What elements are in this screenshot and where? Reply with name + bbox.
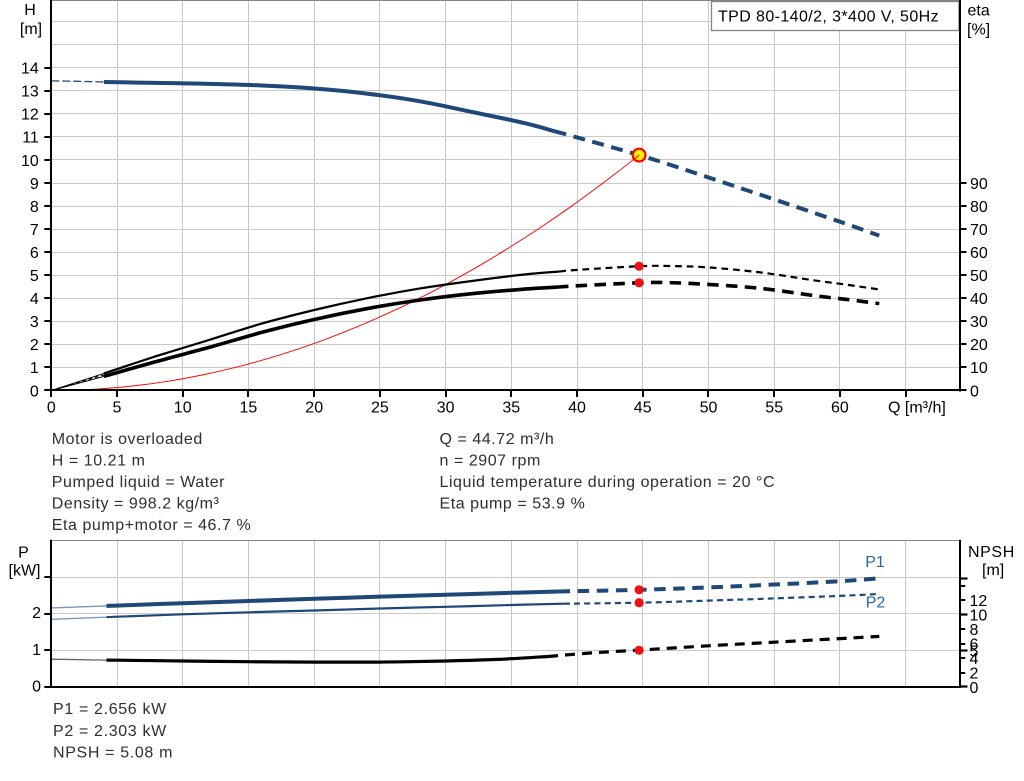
svg-text:25: 25 xyxy=(371,399,389,416)
svg-text:NPSH: NPSH xyxy=(968,544,1015,561)
svg-text:2: 2 xyxy=(32,605,41,622)
svg-text:14: 14 xyxy=(21,61,39,78)
svg-text:50: 50 xyxy=(970,268,988,285)
svg-text:1: 1 xyxy=(32,642,41,659)
svg-text:TPD 80-140/2, 3*400 V, 50Hz: TPD 80-140/2, 3*400 V, 50Hz xyxy=(718,9,939,26)
svg-text:20: 20 xyxy=(305,399,323,416)
svg-text:4: 4 xyxy=(970,651,979,668)
svg-text:6: 6 xyxy=(970,636,979,653)
svg-text:60: 60 xyxy=(831,399,849,416)
svg-text:Eta pump+motor = 46.7 %: Eta pump+motor = 46.7 % xyxy=(52,517,251,534)
svg-text:H = 10.21 m: H = 10.21 m xyxy=(52,453,146,470)
svg-text:0: 0 xyxy=(970,680,979,697)
svg-text:P1: P1 xyxy=(865,554,885,571)
svg-text:0: 0 xyxy=(47,399,56,416)
svg-text:12: 12 xyxy=(970,593,988,610)
svg-text:0: 0 xyxy=(970,383,979,400)
svg-text:5: 5 xyxy=(30,268,39,285)
svg-text:[m]: [m] xyxy=(982,562,1004,579)
svg-text:90: 90 xyxy=(970,176,988,193)
svg-text:2: 2 xyxy=(30,337,39,354)
svg-text:11: 11 xyxy=(22,130,39,147)
svg-text:Density = 998.2 kg/m³: Density = 998.2 kg/m³ xyxy=(52,496,220,513)
svg-text:70: 70 xyxy=(970,222,988,239)
svg-text:P1 = 2.656 kW: P1 = 2.656 kW xyxy=(53,701,167,718)
svg-text:P: P xyxy=(18,545,29,562)
svg-text:50: 50 xyxy=(700,399,718,416)
svg-text:35: 35 xyxy=(502,399,520,416)
svg-text:3: 3 xyxy=(30,314,39,331)
svg-text:Liquid temperature during oper: Liquid temperature during operation = 20… xyxy=(440,474,776,491)
svg-text:[%]: [%] xyxy=(967,22,990,39)
svg-text:Eta pump = 53.9 %: Eta pump = 53.9 % xyxy=(440,496,586,513)
svg-text:4: 4 xyxy=(30,291,39,308)
svg-text:8: 8 xyxy=(970,622,979,639)
svg-text:10: 10 xyxy=(174,399,192,416)
svg-text:0: 0 xyxy=(32,678,41,695)
svg-text:Q [m³/h]: Q [m³/h] xyxy=(888,399,946,416)
svg-text:1: 1 xyxy=(30,360,39,377)
svg-text:13: 13 xyxy=(21,84,39,101)
svg-text:eta: eta xyxy=(968,3,990,20)
svg-text:30: 30 xyxy=(970,314,988,331)
svg-text:45: 45 xyxy=(634,399,652,416)
svg-text:[kW]: [kW] xyxy=(9,563,41,580)
svg-text:9: 9 xyxy=(30,176,39,193)
svg-text:40: 40 xyxy=(970,291,988,308)
svg-text:2: 2 xyxy=(970,665,979,682)
svg-text:Motor is overloaded: Motor is overloaded xyxy=(52,431,203,448)
svg-text:P2 = 2.303 kW: P2 = 2.303 kW xyxy=(53,723,167,740)
svg-text:40: 40 xyxy=(568,399,586,416)
svg-text:20: 20 xyxy=(970,337,988,354)
svg-text:[m]: [m] xyxy=(20,21,42,38)
svg-text:Q = 44.72 m³/h: Q = 44.72 m³/h xyxy=(440,431,555,448)
svg-text:5: 5 xyxy=(113,399,122,416)
svg-text:55: 55 xyxy=(765,399,783,416)
svg-text:12: 12 xyxy=(21,107,39,124)
svg-text:80: 80 xyxy=(970,199,988,216)
svg-text:NPSH = 5.08 m: NPSH = 5.08 m xyxy=(53,744,173,761)
svg-text:30: 30 xyxy=(437,399,455,416)
svg-text:10: 10 xyxy=(21,153,39,170)
svg-text:8: 8 xyxy=(30,199,39,216)
svg-text:P2: P2 xyxy=(866,595,886,612)
svg-text:15: 15 xyxy=(240,399,258,416)
svg-text:60: 60 xyxy=(970,245,988,262)
svg-text:10: 10 xyxy=(970,360,988,377)
svg-text:6: 6 xyxy=(30,245,39,262)
svg-text:H: H xyxy=(24,2,36,19)
svg-text:5: 5 xyxy=(970,644,979,661)
svg-text:10: 10 xyxy=(970,608,988,625)
svg-text:Pumped liquid = Water: Pumped liquid = Water xyxy=(52,474,225,491)
svg-text:7: 7 xyxy=(30,222,39,239)
svg-text:n = 2907 rpm: n = 2907 rpm xyxy=(440,453,541,470)
svg-text:0: 0 xyxy=(30,383,39,400)
